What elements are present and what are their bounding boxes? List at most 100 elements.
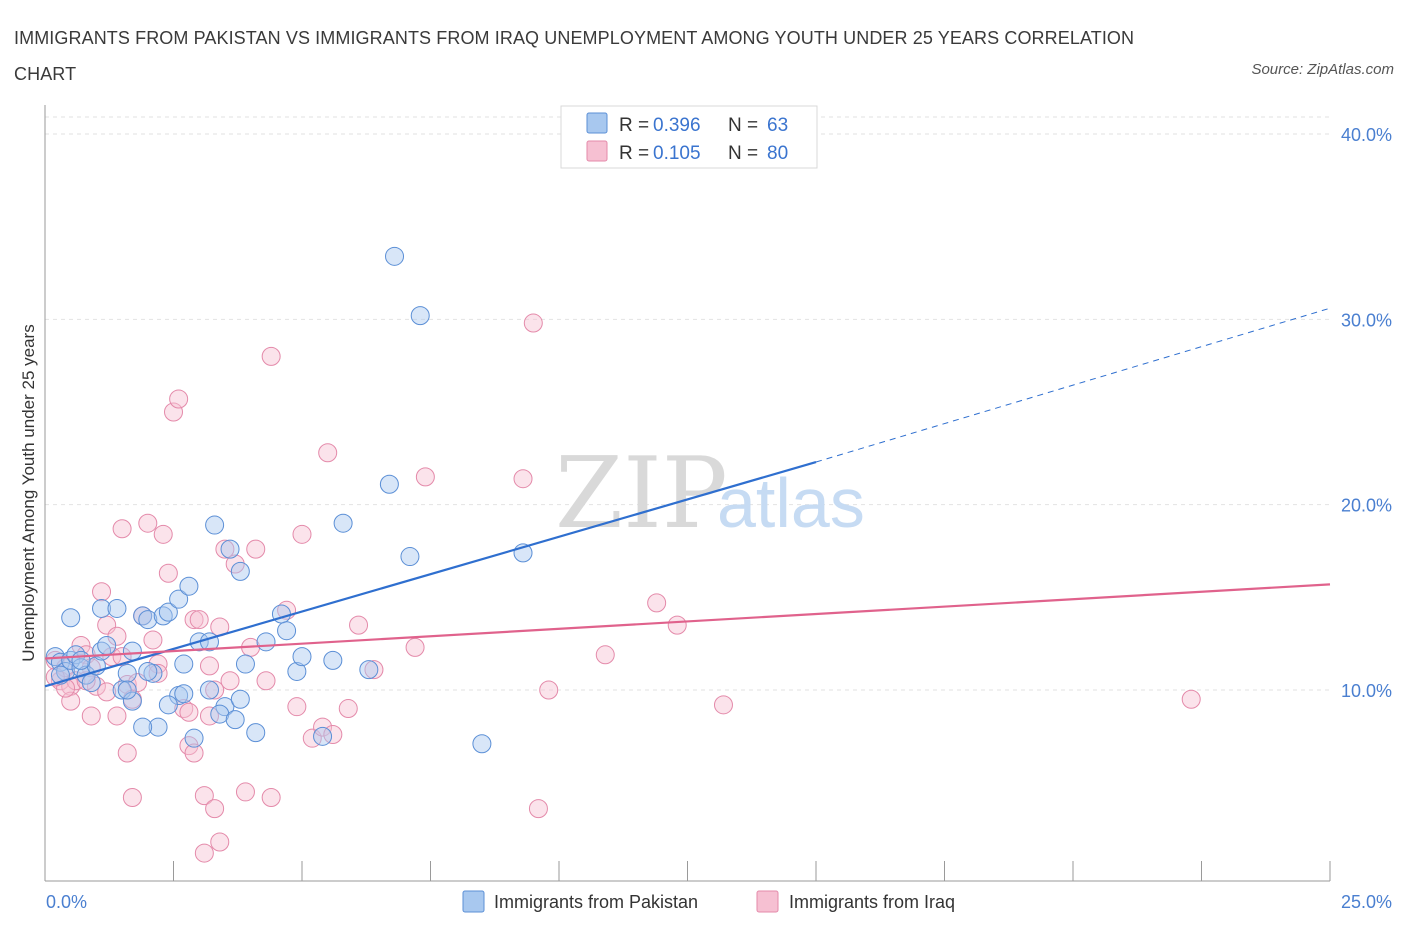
data-point-pakistan — [92, 598, 112, 618]
data-point-pakistan — [169, 589, 189, 609]
grid-lines — [45, 116, 1330, 691]
data-point-iraq — [261, 787, 281, 807]
data-point-pakistan — [410, 306, 430, 326]
data-point-iraq — [122, 787, 142, 807]
data-point-iraq — [287, 697, 307, 717]
data-point-pakistan — [379, 474, 399, 494]
x-tick-label: 25.0% — [1341, 892, 1392, 912]
data-point-iraq — [338, 699, 358, 719]
data-point-pakistan — [472, 734, 492, 754]
data-point-pakistan — [81, 673, 101, 693]
data-point-pakistan — [385, 246, 405, 266]
data-point-iraq — [513, 469, 533, 489]
legend-n-label-iraq: N = — [728, 143, 758, 164]
legend-r-value-iraq: 0.105 — [653, 143, 701, 164]
data-point-pakistan — [71, 650, 91, 670]
data-point-pakistan — [333, 513, 353, 533]
data-point-iraq — [174, 699, 194, 719]
data-point-iraq — [215, 539, 235, 559]
data-point-iraq — [92, 582, 112, 602]
y-axis-label: Unemployment Among Youth under 25 years — [19, 324, 38, 661]
data-point-pakistan — [158, 695, 178, 715]
data-point-iraq — [220, 671, 240, 691]
data-point-iraq — [61, 691, 81, 711]
legend-r-label-pakistan: R = — [619, 115, 649, 136]
data-point-iraq — [107, 706, 127, 726]
data-point-pakistan — [179, 576, 199, 596]
data-point-pakistan — [230, 561, 250, 581]
data-point-iraq — [117, 743, 137, 763]
legend-label-pakistan: Immigrants from Pakistan — [494, 892, 698, 912]
correlation-legend: R = 0.396 N = 63 R = 0.105 N = 80 — [560, 105, 818, 169]
data-point-iraq — [205, 799, 225, 819]
data-point-pakistan — [199, 680, 219, 700]
y-tick-label: 40.0% — [1341, 125, 1392, 145]
data-point-iraq — [256, 671, 276, 691]
legend-swatch-iraq-bottom — [756, 890, 779, 913]
legend-n-value-iraq: 80 — [767, 143, 788, 164]
data-point-iraq — [349, 615, 369, 635]
data-point-pakistan — [153, 606, 173, 626]
watermark: ZIP atlas — [555, 437, 865, 551]
data-point-pakistan — [230, 689, 250, 709]
data-point-pakistan — [117, 680, 137, 700]
data-point-pakistan — [277, 621, 297, 641]
data-point-iraq — [415, 467, 435, 487]
data-point-pakistan — [184, 728, 204, 748]
data-point-iraq — [194, 786, 214, 806]
data-point-pakistan — [174, 654, 194, 674]
data-point-pakistan — [400, 547, 420, 567]
data-point-pakistan — [133, 606, 153, 626]
x-tick-label: 0.0% — [46, 892, 87, 912]
trend-line-pakistan — [44, 460, 817, 688]
data-point-iraq — [102, 647, 122, 667]
y-tick-label: 30.0% — [1341, 310, 1392, 330]
y-tick-label: 20.0% — [1341, 496, 1392, 516]
trend-line-iraq — [44, 583, 1331, 660]
data-point-pakistan — [66, 645, 86, 665]
data-point-iraq — [158, 563, 178, 583]
data-point-iraq — [405, 637, 425, 657]
legend-r-label-iraq: R = — [619, 143, 649, 164]
data-point-pakistan — [210, 704, 230, 724]
data-point-pakistan — [107, 598, 127, 618]
data-point-iraq — [210, 832, 230, 852]
data-point-pakistan — [256, 632, 276, 652]
y-tick-labels: 10.0% 20.0% 30.0% 40.0% — [1341, 125, 1392, 701]
data-point-iraq — [189, 610, 209, 630]
trend-line-pakistan-extension — [815, 307, 1331, 463]
data-point-iraq — [81, 706, 101, 726]
x-tick-labels: 0.0% 25.0% — [46, 892, 1392, 912]
legend-n-label-pakistan: N = — [728, 115, 758, 136]
data-point-iraq — [97, 682, 117, 702]
legend-label-iraq: Immigrants from Iraq — [789, 892, 955, 912]
data-point-pakistan — [133, 717, 153, 737]
data-point-pakistan — [313, 726, 333, 746]
data-point-pakistan — [61, 608, 81, 628]
data-point-iraq — [179, 702, 199, 722]
data-point-iraq — [153, 524, 173, 544]
data-point-pakistan — [138, 661, 158, 681]
data-point-iraq — [292, 524, 312, 544]
legend-r-value-pakistan: 0.396 — [653, 115, 701, 136]
data-point-pakistan — [246, 723, 266, 743]
series-legend: Immigrants from Pakistan Immigrants from… — [462, 890, 955, 913]
data-point-iraq — [1181, 689, 1201, 709]
data-point-pakistan — [220, 539, 240, 559]
data-point-iraq — [713, 695, 733, 715]
source-note: Source: ZipAtlas.com — [1251, 61, 1394, 78]
data-point-iraq — [184, 610, 204, 630]
legend-swatch-iraq — [586, 140, 608, 162]
data-point-iraq — [112, 519, 132, 539]
data-point-pakistan — [287, 661, 307, 681]
data-point-iraq — [235, 782, 255, 802]
data-point-pakistan — [205, 515, 225, 535]
data-point-pakistan — [148, 717, 168, 737]
data-point-iraq — [194, 843, 214, 863]
chart-title: IMMIGRANTS FROM PAKISTAN VS IMMIGRANTS F… — [14, 28, 1135, 84]
data-point-iraq — [261, 346, 281, 366]
data-point-iraq — [667, 615, 687, 635]
legend-n-value-pakistan: 63 — [767, 115, 788, 136]
data-point-iraq — [595, 645, 615, 665]
data-point-pakistan — [359, 660, 379, 680]
